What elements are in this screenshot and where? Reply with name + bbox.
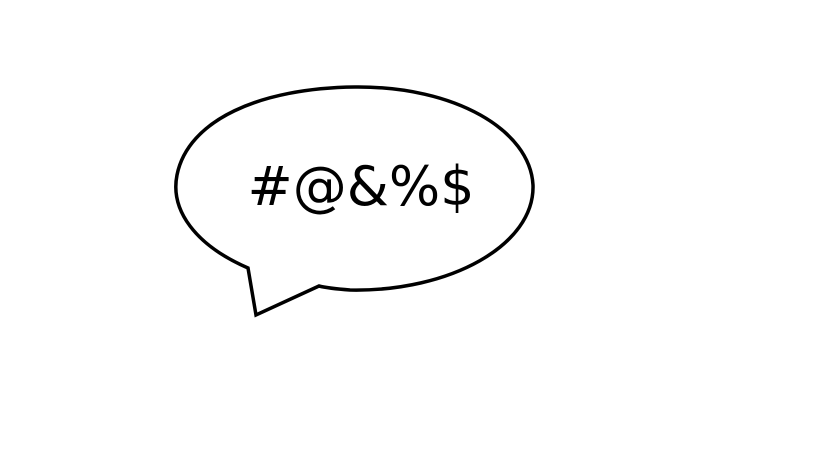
speech-bubble: #@&%$ — [174, 85, 535, 318]
speech-bubble-text: #@&%$ — [247, 155, 474, 218]
speech-bubble-outline — [174, 85, 535, 318]
